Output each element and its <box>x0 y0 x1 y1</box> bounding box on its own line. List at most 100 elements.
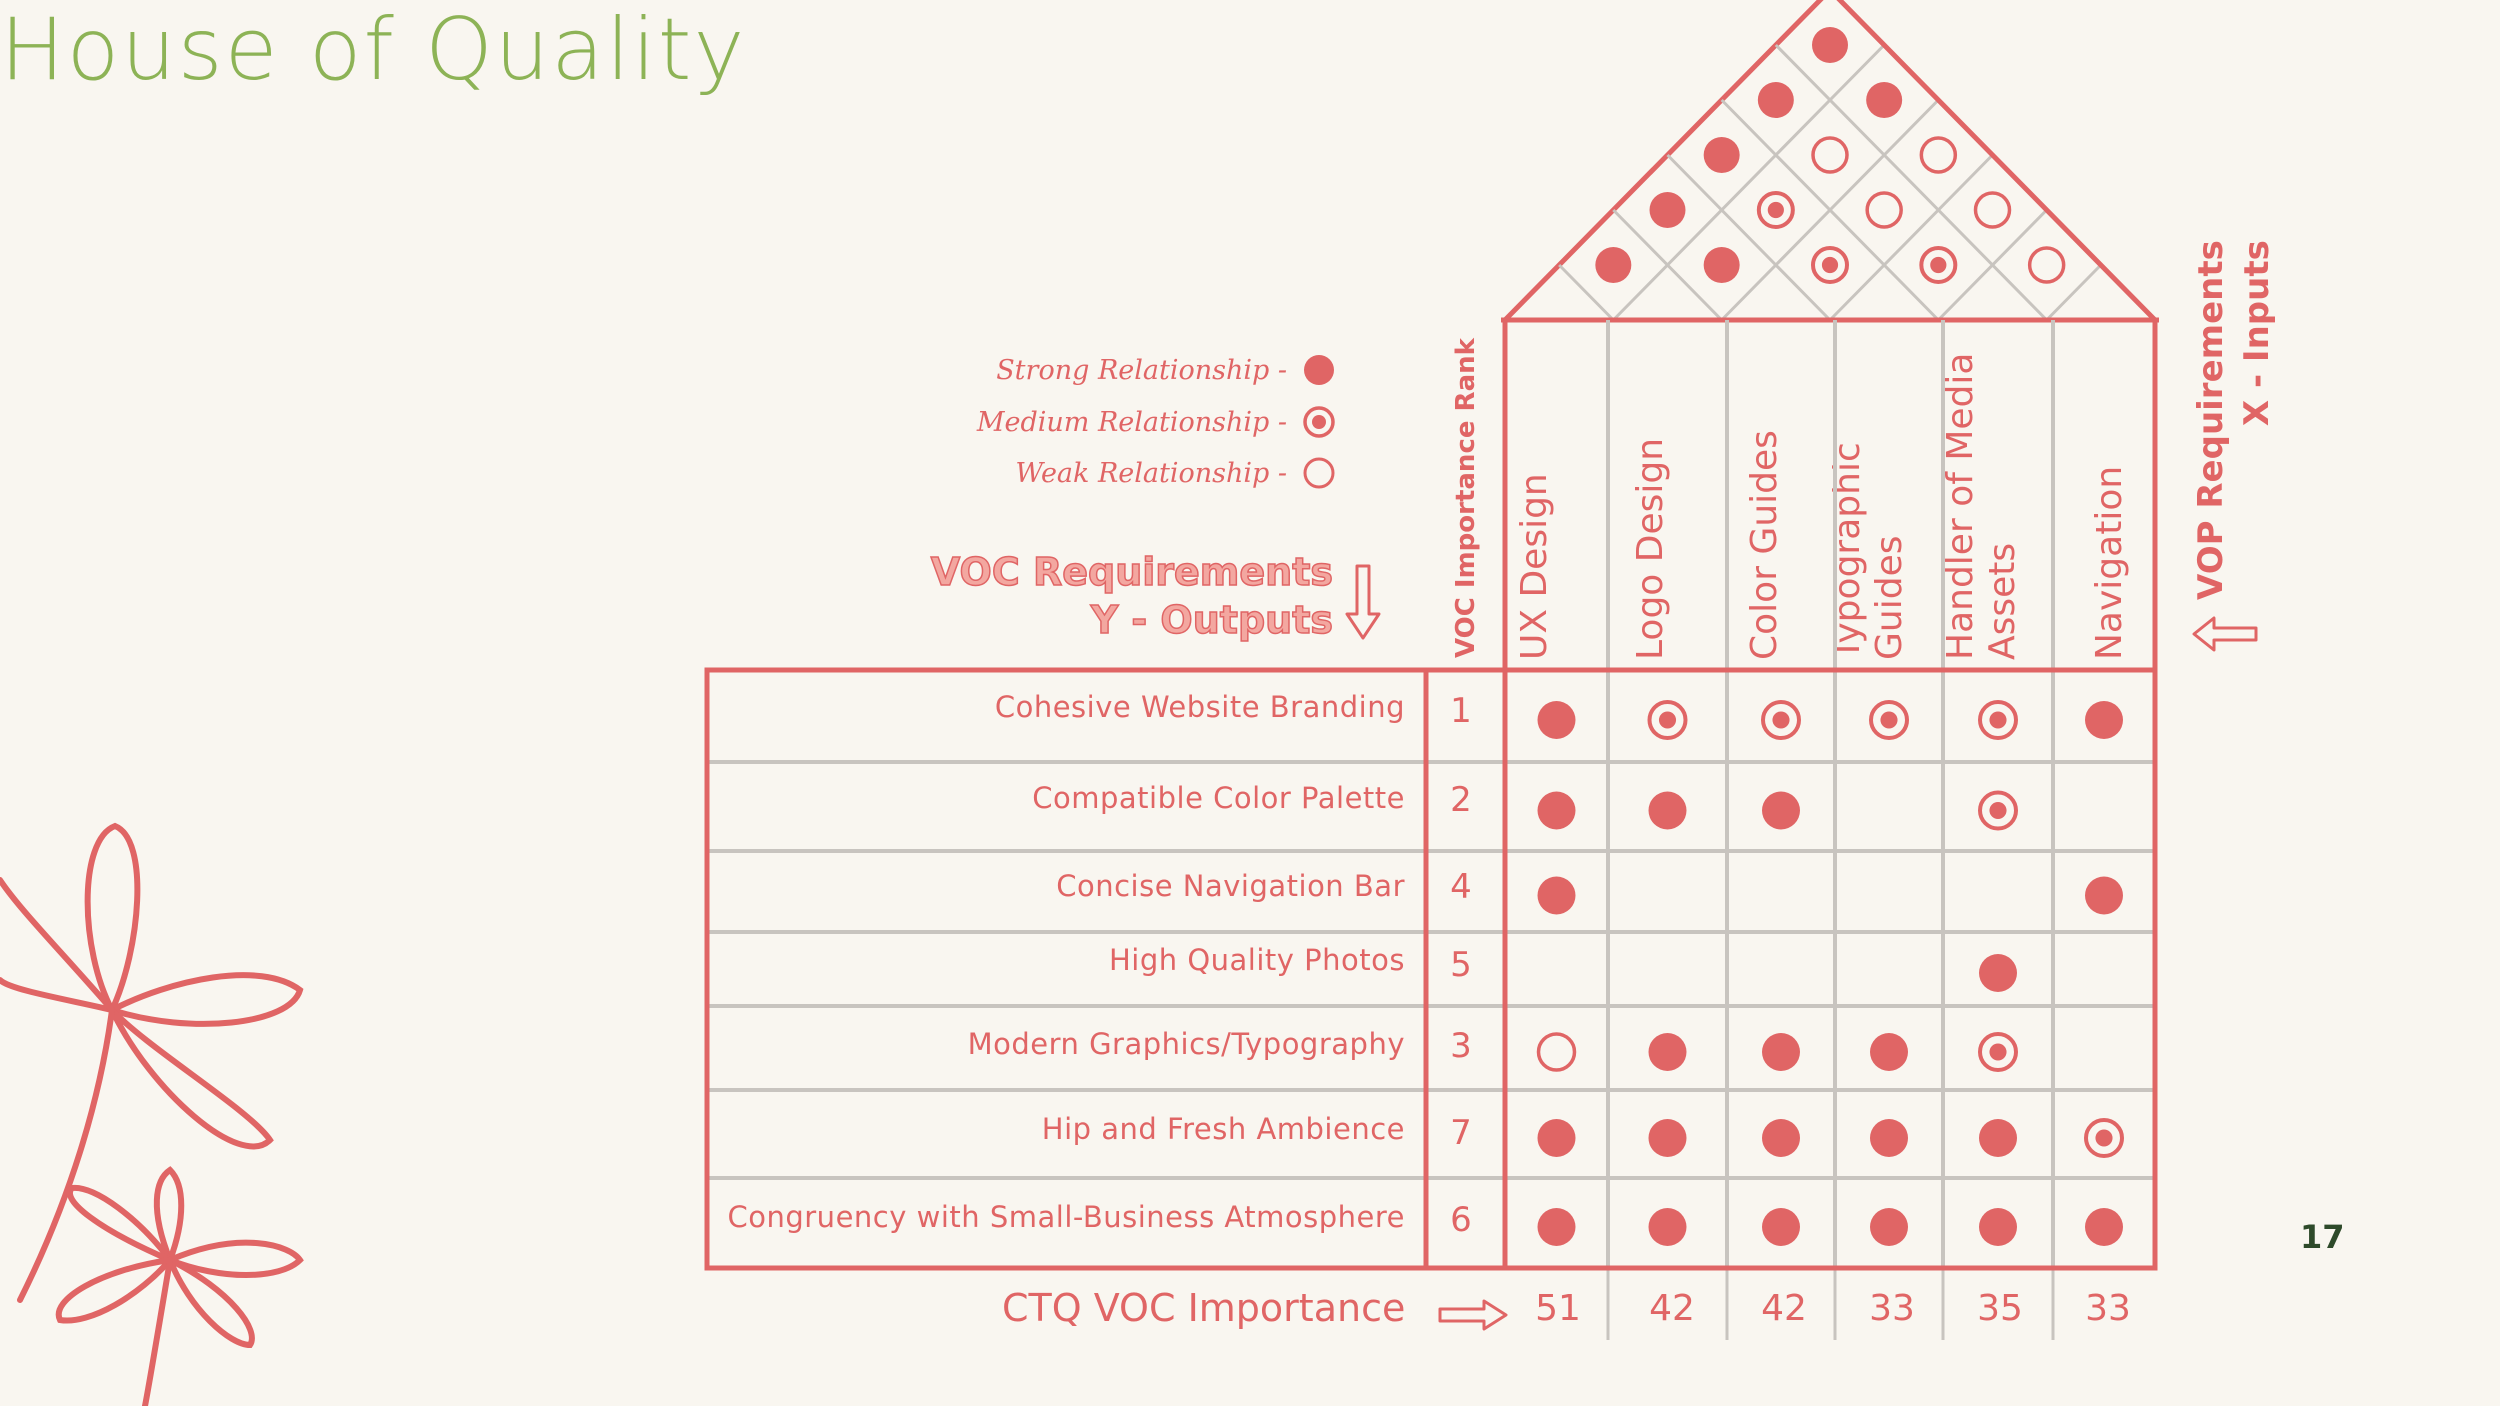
weak-relationship-icon <box>1919 136 1958 174</box>
voc-requirements-heading: VOC Requirements Y - Outputs <box>930 548 1334 644</box>
medium-relationship-icon <box>1978 1032 2018 1072</box>
requirement-label: Modern Graphics/Typography <box>967 1027 1405 1061</box>
legend-medium: Medium Relationship - <box>977 402 1337 442</box>
strong-relationship-icon <box>1762 1119 1800 1157</box>
strong-relationship-icon <box>1762 791 1800 830</box>
strong-relationship-icon <box>1537 701 1576 739</box>
strong-relationship-icon <box>1870 1208 1908 1246</box>
strong-relationship-icon <box>1648 1033 1687 1071</box>
requirement-label: Concise Navigation Bar <box>1056 869 1405 903</box>
medium-relationship-dot <box>1821 256 1839 274</box>
roof-line <box>2045 263 2102 322</box>
roof-line <box>1774 43 2048 322</box>
ctq-value-handler-of-media-assets: 35 <box>1977 1288 2023 1329</box>
legend-strong-label: Strong Relationship - <box>996 354 1287 386</box>
rank-value: 6 <box>1450 1200 1472 1240</box>
strong-relationship-icon <box>1537 791 1576 830</box>
rank-value: 7 <box>1450 1113 1472 1153</box>
strong-relationship-icon <box>1537 1208 1576 1246</box>
strong-relationship-icon <box>1649 192 1686 228</box>
strong-relationship-icon <box>1537 876 1576 915</box>
legend-strong: Strong Relationship - <box>996 350 1337 390</box>
medium-relationship-dot <box>1989 801 2007 820</box>
slide-title: House of Quality <box>0 0 747 100</box>
left-arrow-icon <box>2192 616 2258 652</box>
requirement-label: Compatible Color Palette <box>1032 781 1405 815</box>
medium-relationship-dot <box>1658 711 1677 729</box>
weak-relationship-icon <box>1811 136 1849 174</box>
roof-line <box>1558 263 1615 322</box>
strong-relationship-icon <box>1537 1119 1576 1157</box>
medium-relationship-icon <box>1811 246 1849 284</box>
page-number: 17 <box>2300 1218 2345 1256</box>
requirement-label: High Quality Photos <box>1108 943 1405 977</box>
strong-relationship-icon <box>1757 82 1794 118</box>
strong-relationship-icon <box>1979 1208 2017 1246</box>
strong-relationship-icon <box>1870 1119 1908 1157</box>
strong-relationship-icon <box>1812 27 1848 63</box>
rank-value: 5 <box>1450 945 1472 985</box>
strong-relationship-icon <box>1304 355 1334 385</box>
voc-heading-line2: Y - Outputs <box>1090 597 1334 643</box>
strong-relationship-icon <box>1866 82 1903 118</box>
strong-relationship-icon <box>1762 1033 1800 1071</box>
medium-relationship-dot <box>1989 1043 2007 1061</box>
roof-line <box>1720 98 1940 322</box>
ctq-value-logo-design: 42 <box>1649 1288 1695 1329</box>
strong-relationship-icon <box>2085 1208 2123 1246</box>
roof-line <box>1612 208 1723 322</box>
roof-line <box>1612 43 1886 322</box>
medium-relationship-dot <box>1989 711 2007 729</box>
strong-relationship-icon <box>1648 791 1687 830</box>
medium-relationship-icon <box>1761 700 1801 740</box>
medium-relationship-dot <box>1930 256 1947 274</box>
weak-relationship-icon <box>2027 246 2066 284</box>
weak-relationship-icon <box>1303 457 1335 489</box>
legend-weak-label: Weak Relationship - <box>1015 457 1287 489</box>
strong-relationship-icon <box>2085 701 2123 739</box>
requirement-label: Cohesive Website Branding <box>994 690 1405 724</box>
weak-relationship-icon <box>1973 191 2012 229</box>
legend-weak: Weak Relationship - <box>1015 453 1337 493</box>
strong-relationship-icon <box>1762 1208 1800 1246</box>
ctq-voc-importance-label: CTQ VOC Importance <box>1002 1286 1406 1330</box>
strong-relationship-icon <box>1979 1119 2017 1157</box>
strong-relationship-icon <box>1648 1119 1687 1157</box>
legend-medium-label: Medium Relationship - <box>976 406 1287 438</box>
strong-relationship-icon <box>1648 1208 1687 1246</box>
roof-line <box>1828 153 1994 322</box>
medium-relationship-icon <box>1303 406 1335 438</box>
roof-line <box>1836 0 2157 322</box>
weak-relationship-icon <box>1865 191 1903 229</box>
ctq-value-navigation: 33 <box>2085 1288 2131 1329</box>
strong-relationship-icon <box>1979 954 2017 992</box>
roof-grid <box>1501 0 2159 323</box>
flower-decoration <box>0 822 304 1406</box>
strong-relationship-icon <box>1870 1033 1908 1071</box>
medium-relationship-dot <box>2095 1129 2113 1147</box>
rank-value: 2 <box>1450 780 1472 820</box>
strong-relationship-icon <box>2085 876 2123 915</box>
requirement-label: Hip and Fresh Ambience <box>1041 1112 1405 1146</box>
medium-relationship-dot <box>1772 711 1790 729</box>
ctq-value-ux-design: 51 <box>1535 1288 1581 1329</box>
requirement-label: Congruency with Small-Business Atmospher… <box>727 1200 1405 1234</box>
matrix-grid <box>704 320 2158 1340</box>
down-arrow-icon <box>1345 564 1381 640</box>
matrix-border <box>704 667 2158 1271</box>
medium-relationship-icon <box>1756 191 1795 229</box>
relationship-symbols <box>1536 27 2124 1246</box>
medium-relationship-icon <box>2084 1118 2124 1158</box>
right-arrow-icon <box>1438 1299 1508 1331</box>
strong-relationship-icon <box>1595 247 1632 283</box>
weak-relationship-icon <box>1536 1032 1577 1072</box>
medium-relationship-icon <box>1647 700 1688 740</box>
rank-value: 1 <box>1450 691 1472 731</box>
medium-relationship-icon <box>1978 790 2018 831</box>
medium-relationship-dot <box>1880 711 1898 729</box>
voc-heading-line1: VOC Requirements <box>930 549 1334 595</box>
rank-value: 3 <box>1450 1026 1472 1066</box>
rank-value: 4 <box>1450 867 1472 907</box>
ctq-value-color-guides: 42 <box>1761 1288 1807 1329</box>
